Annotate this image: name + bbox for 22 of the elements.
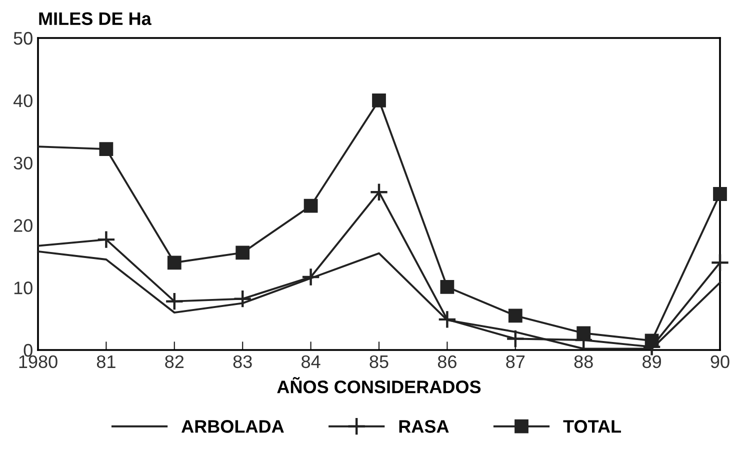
x-tick-label: 1980 — [19, 355, 58, 368]
x-axis-title: AÑOS CONSIDERADOS — [277, 377, 481, 394]
legend-label: ARBOLADA — [182, 420, 284, 433]
x-tick-label: 90 — [710, 355, 730, 368]
x-tick-label: 88 — [574, 355, 593, 368]
x-tick-label: 87 — [506, 355, 525, 368]
x-tick-label: 89 — [642, 355, 661, 368]
y-axis-title: MILES DE Ha — [39, 12, 152, 26]
x-tick-label: 85 — [370, 355, 388, 368]
x-tick-label: 83 — [233, 355, 252, 368]
x-tick-label: 86 — [438, 355, 456, 368]
legend-label: RASA — [399, 420, 449, 433]
x-tick-label: 82 — [165, 355, 184, 368]
y-tick-label: 10 — [14, 282, 32, 294]
y-tick-label: 30 — [14, 156, 32, 170]
y-tick-label: 40 — [13, 94, 32, 108]
x-tick-label: 81 — [96, 355, 116, 368]
y-tick-label: 20 — [14, 219, 32, 232]
x-tick-label: 84 — [302, 355, 320, 368]
y-tick-label: 0 — [24, 344, 32, 357]
legend-label: TOTAL — [563, 420, 621, 433]
y-tick-label: 50 — [14, 32, 32, 45]
